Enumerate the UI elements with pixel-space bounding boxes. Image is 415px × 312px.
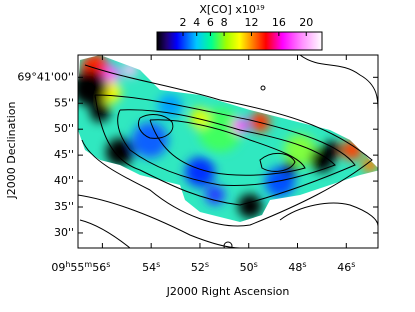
- colorbar-tick-label: 20: [299, 16, 313, 29]
- y-axis-label: J2000 Declination: [5, 102, 18, 200]
- colorbar-tick-label: 12: [244, 16, 258, 29]
- y-tick-label: 50'': [54, 122, 74, 135]
- colorbar-tick-label: 8: [221, 16, 228, 29]
- plot-frame: [77, 54, 379, 249]
- y-tick-label: 30'': [54, 226, 74, 239]
- x-tick-label: 52s: [191, 260, 209, 275]
- colorbar: [156, 31, 323, 51]
- y-tick-label: 35'': [54, 200, 74, 213]
- x-tick-label: 46s: [337, 260, 355, 275]
- x-tick-label: 54s: [142, 260, 160, 275]
- map: [78, 55, 378, 248]
- colorbar-tick-label: 4: [193, 16, 200, 29]
- colorbar-tick-label: 2: [180, 16, 187, 29]
- x-tick-label: 50s: [240, 260, 258, 275]
- x-tick-label: 48s: [288, 260, 306, 275]
- colorbar-tick-label: 6: [207, 16, 214, 29]
- x-axis-label: J2000 Right Ascension: [166, 285, 290, 298]
- colorbar-label: X[CO] x10¹⁹: [199, 3, 264, 16]
- y-tick-label: 45'': [54, 148, 74, 161]
- y-tick-label: 55'': [54, 96, 74, 109]
- x-tick-label: 09h55m56s: [51, 260, 110, 275]
- contours: [78, 55, 378, 248]
- y-tick-label: 69°41'00'': [17, 70, 74, 83]
- colorbar-tick-label: 16: [272, 16, 286, 29]
- y-tick-label: 40'': [54, 174, 74, 187]
